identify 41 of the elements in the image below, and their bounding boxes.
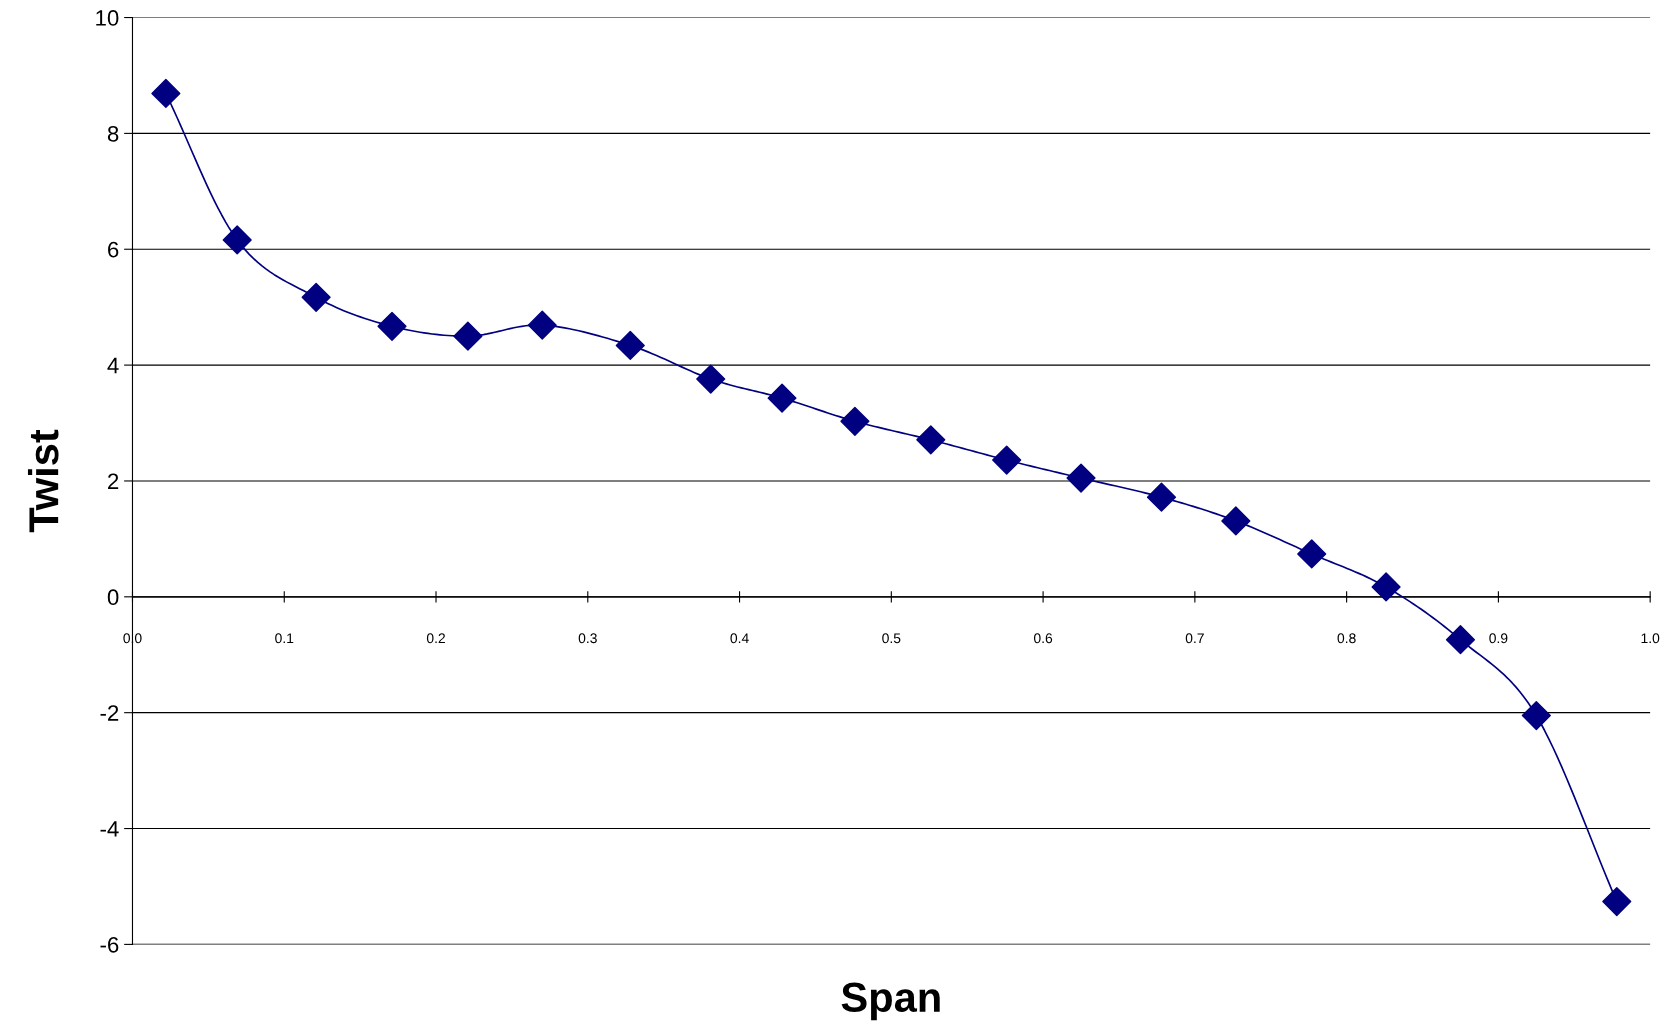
- x-tick-label: 0.3: [578, 633, 597, 644]
- point: [615, 330, 645, 360]
- x-axis-title: Span: [841, 982, 940, 1021]
- point: [1445, 625, 1476, 655]
- point: [696, 364, 726, 394]
- y-tick-label: -4: [100, 821, 119, 837]
- point: [527, 310, 557, 340]
- point: [453, 321, 483, 351]
- x-tick-label: 0.5: [882, 633, 901, 644]
- point: [1602, 886, 1632, 917]
- point: [1146, 482, 1177, 512]
- x-tick-label: 0.9: [1489, 633, 1508, 644]
- x-tick-label: 0.1: [275, 633, 294, 644]
- point: [767, 383, 797, 413]
- y-tick-label: 10: [96, 10, 119, 26]
- x-tick-label: 0.2: [426, 633, 445, 644]
- point: [916, 425, 946, 455]
- point: [1066, 463, 1096, 493]
- point: [1221, 506, 1251, 536]
- y-tick-label: 4: [107, 357, 119, 374]
- x-tick-label: 1.0: [1641, 633, 1660, 644]
- point: [1371, 572, 1401, 602]
- y-tick-label: -2: [100, 705, 119, 721]
- point: [1297, 539, 1327, 569]
- y-tick-label: 6: [108, 241, 119, 258]
- x-tick-label: 0.6: [1033, 633, 1053, 644]
- point: [377, 311, 407, 341]
- point: [151, 78, 181, 108]
- point: [992, 445, 1022, 475]
- point: [301, 282, 331, 312]
- x-tick-label: 0.8: [1337, 633, 1356, 644]
- point: [1521, 700, 1551, 731]
- y-tick-label: -6: [100, 936, 119, 953]
- x-tick-label: 0.7: [1185, 633, 1204, 644]
- y-tick-label: 2: [108, 473, 119, 490]
- y-tick-label: 0: [107, 589, 119, 606]
- y-tick-label: 8: [107, 125, 119, 142]
- point: [222, 225, 252, 255]
- x-tick-label: 0.4: [730, 633, 749, 644]
- point: [840, 406, 870, 436]
- y-axis-title: Twist: [27, 429, 59, 533]
